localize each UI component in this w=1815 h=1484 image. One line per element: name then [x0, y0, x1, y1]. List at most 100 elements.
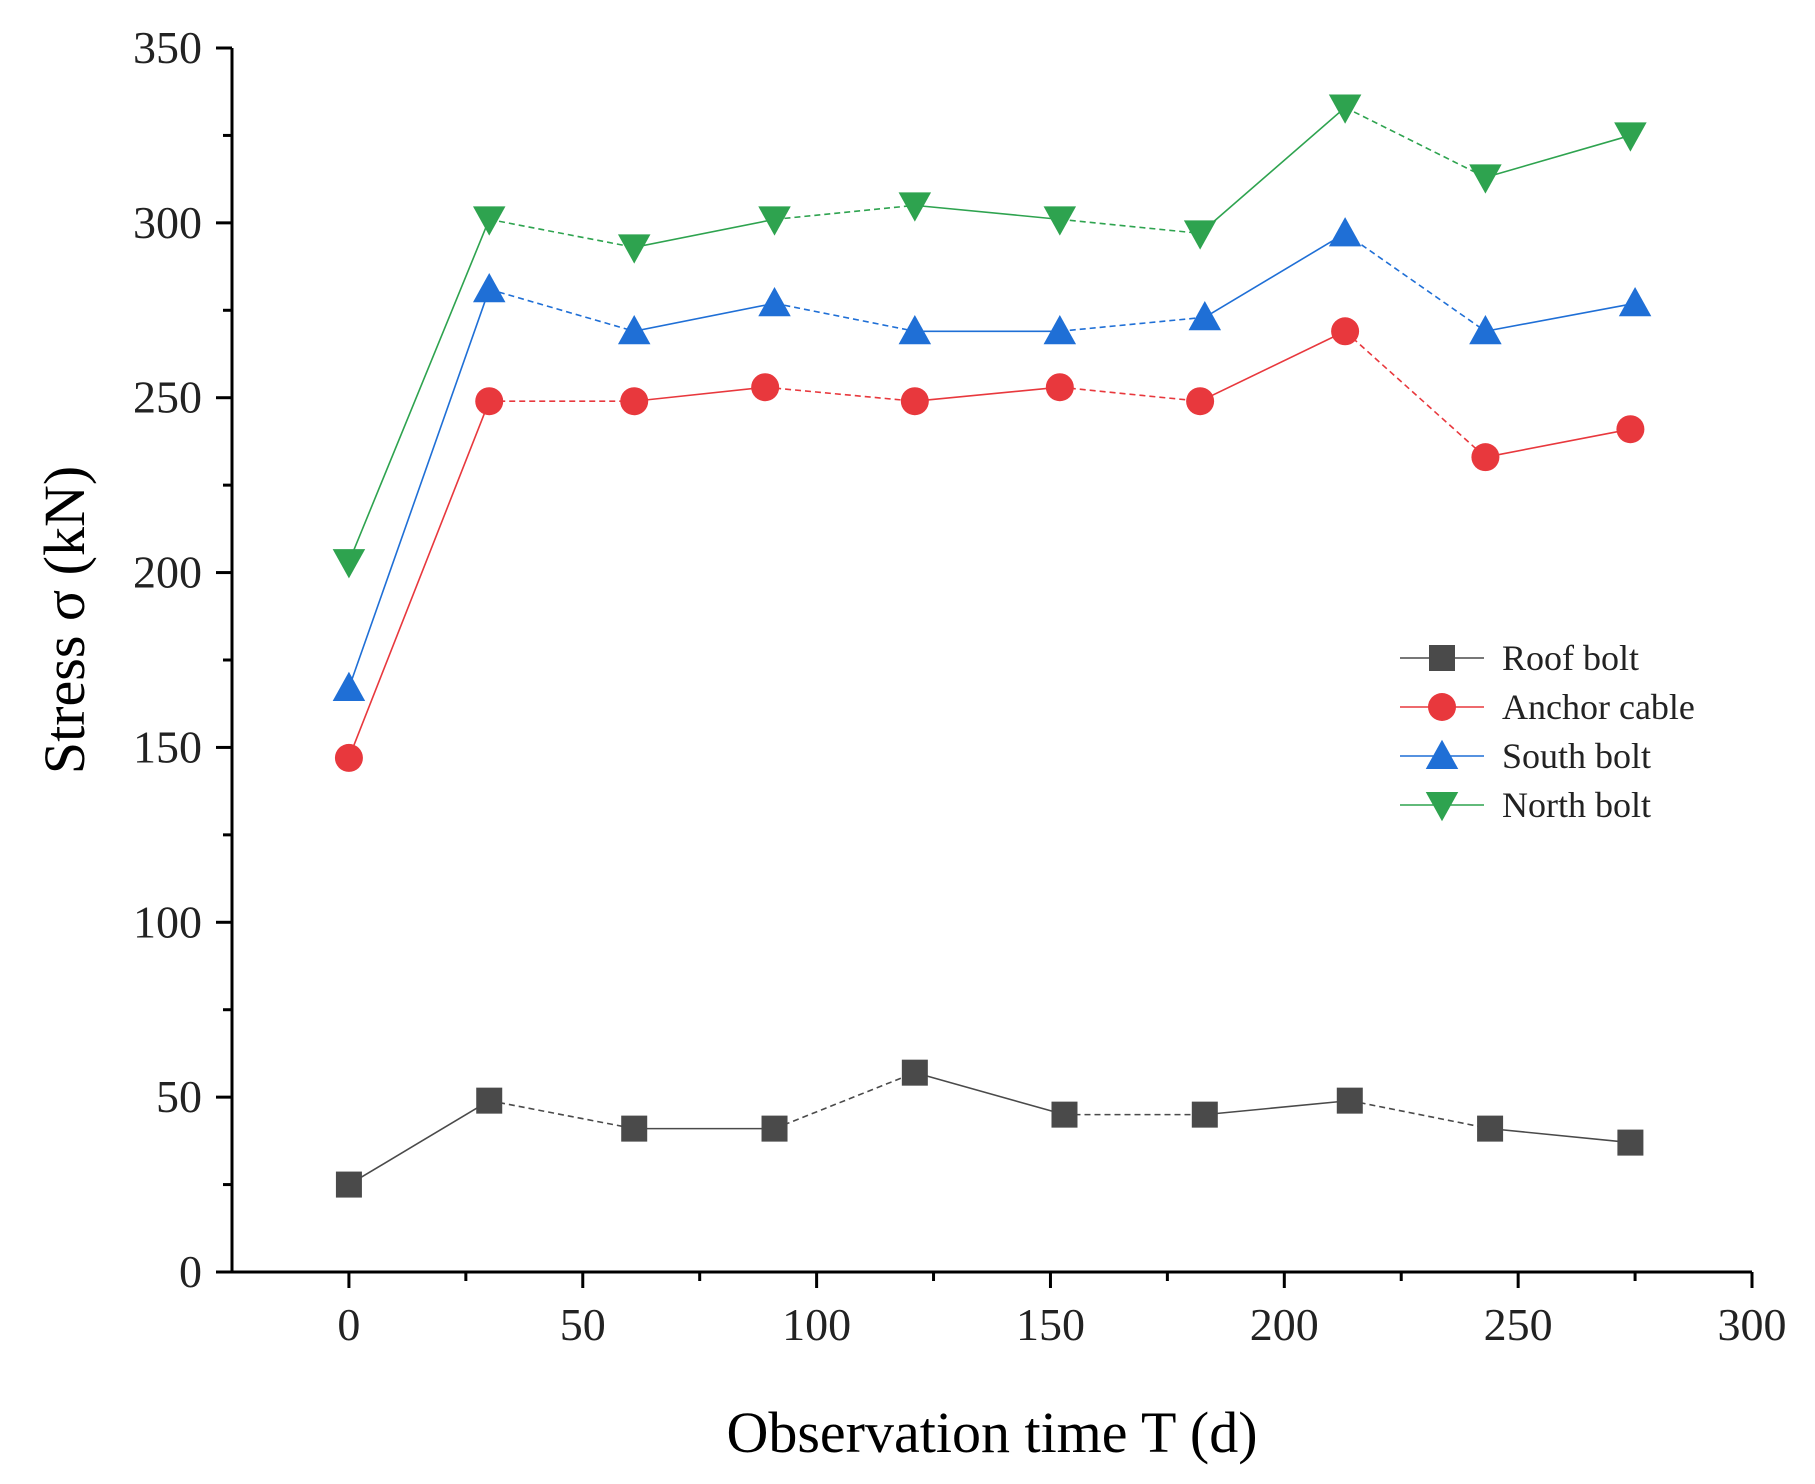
data-point	[472, 273, 506, 303]
series-segment	[774, 1071, 916, 1130]
series-segment	[348, 1099, 490, 1186]
series-segment	[489, 218, 635, 249]
legend-item: North bolt	[1400, 785, 1651, 825]
series-segment	[348, 219, 490, 563]
y-axis-title: Stress σ (kN)	[32, 466, 97, 774]
series-segment	[634, 218, 775, 249]
data-point	[1477, 1115, 1504, 1142]
legend-marker	[1425, 739, 1459, 769]
data-point	[334, 743, 363, 772]
data-point	[332, 549, 366, 579]
series-segment	[634, 386, 766, 403]
legend-item: Roof bolt	[1400, 638, 1639, 678]
data-point	[1328, 217, 1362, 247]
data-point	[475, 387, 504, 416]
data-point	[617, 234, 651, 264]
data-point	[758, 287, 791, 317]
series-segment	[1344, 330, 1486, 458]
data-point	[332, 671, 366, 701]
series-segment	[1059, 386, 1201, 403]
series-segment	[1490, 1127, 1631, 1144]
x-tick-label: 50	[560, 1299, 606, 1350]
series-segment	[1485, 428, 1631, 458]
data-point	[1188, 301, 1222, 331]
y-tick-label: 250	[133, 372, 202, 423]
data-point	[1051, 1101, 1078, 1128]
data-point	[1328, 94, 1362, 124]
series-segment	[348, 400, 490, 759]
y-tick-label: 350	[133, 22, 202, 73]
data-point	[476, 1087, 503, 1114]
series-anchor-cable	[334, 317, 1645, 772]
x-tick-label: 0	[337, 1299, 360, 1350]
series-roof-bolt	[335, 1059, 1644, 1198]
y-tick-label: 200	[133, 547, 202, 598]
y-tick-label: 0	[179, 1246, 202, 1297]
series-segment	[914, 1071, 1065, 1116]
series-segment	[1344, 106, 1486, 179]
series-segment	[1349, 1099, 1491, 1130]
legend: Roof bolt Anchor cable South bolt North bol…	[1400, 638, 1695, 825]
series-segment	[634, 302, 775, 333]
data-point	[1469, 315, 1502, 345]
data-point	[1043, 315, 1077, 345]
data-point	[1618, 287, 1652, 317]
x-tick-label: 150	[1016, 1299, 1085, 1350]
series-segment	[1485, 134, 1631, 179]
data-point	[1336, 1087, 1363, 1114]
data-point	[1186, 387, 1215, 416]
series-segment	[765, 386, 915, 403]
data-point	[751, 373, 780, 402]
legend-marker	[1425, 792, 1459, 822]
legend-marker	[1428, 693, 1456, 721]
ticks: 0 50 100 150 200 250 300 0 50 100 150 200 250 300 350	[133, 22, 1787, 1350]
data-point	[1331, 317, 1360, 346]
legend-marker	[1429, 645, 1455, 671]
data-point	[335, 1171, 362, 1198]
data-point	[758, 206, 791, 236]
y-tick-label: 300	[133, 197, 202, 248]
legend-label: South bolt	[1502, 736, 1651, 776]
series-segment	[1199, 330, 1346, 402]
series-segment	[348, 289, 490, 689]
data-point	[621, 1115, 648, 1142]
x-axis-title: Observation time T (d)	[726, 1400, 1257, 1465]
series-segment	[489, 1099, 635, 1130]
series-segment	[1344, 232, 1486, 332]
data-point	[1183, 220, 1217, 250]
series-segment	[1204, 232, 1346, 318]
x-tick-label: 300	[1718, 1299, 1787, 1350]
data-point	[472, 206, 506, 236]
series-layer	[332, 94, 1652, 1198]
series-segment	[1059, 316, 1205, 333]
data-point	[1469, 164, 1502, 194]
series-segment	[774, 302, 915, 333]
legend-label: Roof bolt	[1502, 638, 1639, 678]
series-segment	[1059, 218, 1201, 235]
series-segment	[489, 288, 635, 333]
x-tick-label: 200	[1250, 1299, 1319, 1350]
legend-label: North bolt	[1502, 785, 1651, 825]
data-point	[898, 192, 932, 222]
series-segment	[914, 204, 1060, 221]
x-tick-label: 100	[782, 1299, 851, 1350]
data-point	[900, 387, 929, 416]
data-point	[1191, 1101, 1218, 1128]
series-segment	[914, 386, 1060, 403]
data-point	[1617, 1129, 1644, 1156]
legend-item: Anchor cable	[1400, 687, 1695, 727]
data-point	[901, 1059, 928, 1086]
series-south-bolt	[332, 217, 1652, 701]
series-segment	[774, 204, 915, 221]
data-point	[1043, 206, 1077, 236]
data-point	[1045, 373, 1074, 402]
data-point	[617, 315, 651, 345]
legend-label: Anchor cable	[1502, 687, 1695, 727]
y-tick-label: 100	[133, 896, 202, 947]
data-point	[761, 1115, 788, 1142]
data-point	[1471, 443, 1500, 472]
data-point	[1616, 415, 1645, 444]
series-segment	[1204, 1099, 1350, 1116]
y-tick-label: 50	[156, 1071, 202, 1122]
